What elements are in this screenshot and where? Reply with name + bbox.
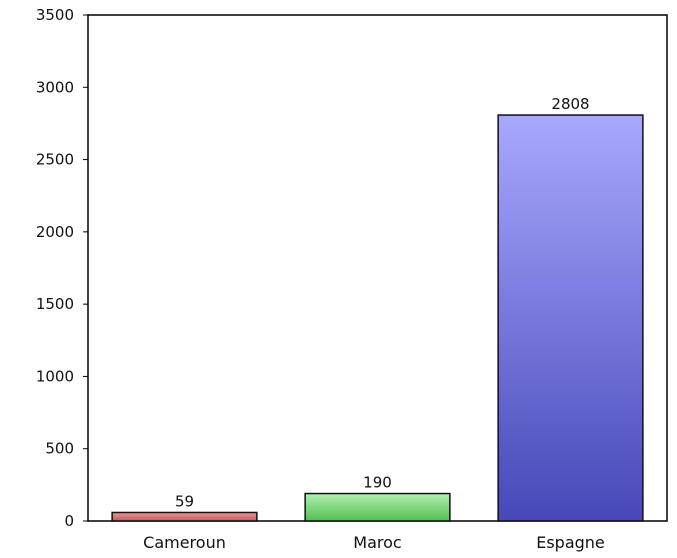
bars-group xyxy=(111,114,644,522)
x-axis: Cameroun Maroc Espagne xyxy=(143,533,605,552)
y-axis: 0 500 1000 1500 2000 2500 3000 3500 xyxy=(36,6,88,530)
y-tick-label: 2500 xyxy=(36,151,74,169)
y-tick-label: 3500 xyxy=(36,6,74,24)
bar-cameroun xyxy=(111,511,258,522)
data-label-maroc: 190 xyxy=(363,474,392,492)
bar-espagne xyxy=(497,114,644,522)
y-tick-label: 0 xyxy=(64,512,74,530)
x-category-label: Espagne xyxy=(536,533,605,552)
x-category-label: Maroc xyxy=(353,533,401,552)
y-tick-label: 500 xyxy=(45,440,74,458)
data-label-espagne: 2808 xyxy=(551,95,589,113)
bar-maroc xyxy=(304,492,451,522)
y-tick-label: 1000 xyxy=(36,367,74,385)
x-category-label: Cameroun xyxy=(143,533,226,552)
y-tick-label: 1500 xyxy=(36,295,74,313)
data-label-cameroun: 59 xyxy=(175,492,194,510)
y-tick-label: 2000 xyxy=(36,223,74,241)
y-tick-label: 3000 xyxy=(36,78,74,96)
data-labels-group: 59 190 2808 xyxy=(175,95,590,510)
